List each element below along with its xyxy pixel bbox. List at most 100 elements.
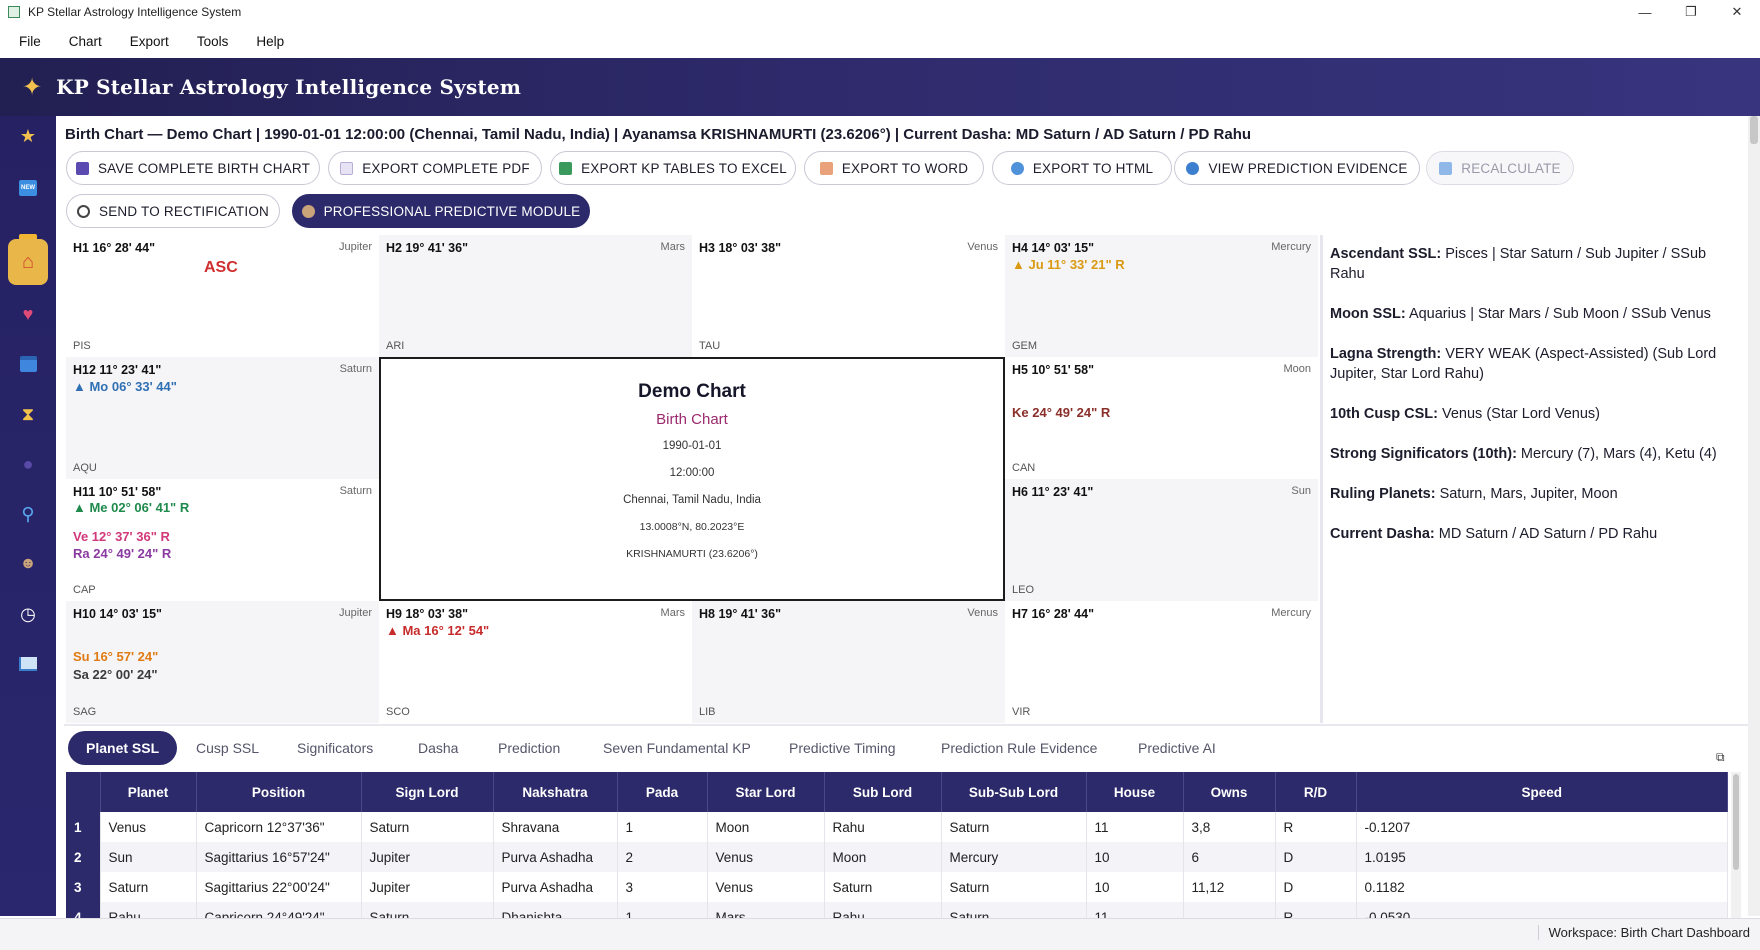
house-cell-h3[interactable]: H3 18° 03' 38" Venus TAU [692,235,1005,357]
house-label: H5 10° 51' 58" [1012,363,1095,377]
house-cell-h4[interactable]: H4 14° 03' 15" Mercury ▲ Ju 11° 33' 21" … [1005,235,1318,357]
main-scrollbar[interactable] [1748,116,1760,916]
person-icon[interactable]: ● [22,453,34,474]
house-lord: Moon [1283,363,1311,375]
save-birth-chart-button[interactable]: SAVE COMPLETE BIRTH CHART [66,151,320,185]
col-header-house[interactable]: House [1086,772,1184,812]
tab-predictive-timing[interactable]: Predictive Timing [789,740,896,756]
col-header-position[interactable]: Position [196,772,362,812]
pdf-icon [340,161,354,175]
home-icon[interactable]: ⌂ [8,239,48,285]
undock-icon[interactable]: ⧉ [1716,750,1725,764]
view-evidence-button[interactable]: VIEW PREDICTION EVIDENCE [1174,151,1420,185]
close-button[interactable]: ✕ [1731,4,1743,19]
table-scrollbar[interactable] [1731,772,1741,918]
menu-file[interactable]: File [19,33,41,49]
table-row[interactable]: 2 Sun Sagittarius 16°57'24" Jupiter Purv… [66,842,1728,872]
ascendant-marker: ASC [204,259,238,276]
house-cell-h10[interactable]: H10 14° 03' 15" Jupiter Su 16° 57' 24" S… [66,601,379,723]
sign-label: SCO [386,706,410,718]
house-label: H8 19° 41' 36" [699,607,782,621]
planet-rahu: Ra 24° 49' 24" R [73,546,172,561]
profile-icon[interactable]: ☻ [19,555,37,572]
sign-label: AQU [73,462,97,474]
planet-sun: Su 16° 57' 24" [73,649,159,664]
house-cell-h7[interactable]: H7 16° 28' 44" Mercury VIR [1005,601,1318,723]
table-row[interactable]: 4 Rahu Capricorn 24°49'24" Saturn Dhanis… [66,902,1728,918]
sign-label: VIR [1012,706,1031,718]
col-header-speed[interactable]: Speed [1356,772,1728,812]
tab-prediction[interactable]: Prediction [498,740,561,756]
menu-help[interactable]: Help [256,33,285,49]
heart-icon[interactable]: ♥ [22,303,34,324]
table-row[interactable]: 3 Saturn Sagittarius 22°00'24" Jupiter P… [66,872,1728,902]
menu-export[interactable]: Export [129,33,169,49]
col-header-star-lord[interactable]: Star Lord [707,772,825,812]
house-lord: Venus [967,241,998,253]
export-word-button[interactable]: EXPORT TO WORD [804,151,984,185]
table-row[interactable]: 1 Venus Capricorn 12°37'36" Saturn Shrav… [66,812,1728,842]
word-icon [819,161,833,175]
chart-name: Demo Chart [638,381,746,402]
col-header-sub-lord[interactable]: Sub Lord [824,772,942,812]
house-cell-h5[interactable]: H5 10° 51' 58" Moon Ke 24° 49' 24" R CAN [1005,357,1318,479]
col-header-rd[interactable]: R/D [1275,772,1357,812]
new-icon[interactable]: NEW [8,168,48,208]
tab-cusp-ssl[interactable]: Cusp SSL [196,740,260,756]
send-to-rectification-button[interactable]: SEND TO RECTIFICATION [66,194,280,228]
globe-icon [1010,161,1024,175]
sign-label: PIS [73,340,91,352]
sign-label: LIB [699,706,716,718]
tab-dasha[interactable]: Dasha [418,740,459,756]
export-pdf-button[interactable]: EXPORT COMPLETE PDF [328,151,542,185]
search-icon[interactable]: ⚲ [21,503,35,524]
house-cell-h11[interactable]: H11 10° 51' 58" Saturn ▲ Me 02° 06' 41" … [66,479,379,601]
house-lord: Mercury [1271,607,1311,619]
planet-moon: ▲ Mo 06° 33' 44" [73,379,177,394]
tab-predictive-ai[interactable]: Predictive AI [1138,740,1216,756]
tab-planet-ssl[interactable]: Planet SSL [68,731,178,765]
star-icon: ✦ [22,73,43,101]
recalculate-button[interactable]: RECALCULATE [1426,151,1574,185]
planet-venus: Ve 12° 37' 36" R [73,529,170,544]
calendar-icon[interactable] [8,344,48,384]
house-cell-h1[interactable]: H1 16° 28' 44" Jupiter ASC PIS [66,235,379,357]
banner-title: KP Stellar Astrology Intelligence System [56,75,522,99]
menu-chart[interactable]: Chart [68,33,102,49]
house-cell-h6[interactable]: H6 11° 23' 41" Sun LEO [1005,479,1318,601]
menu-tools[interactable]: Tools [196,33,229,49]
house-cell-h12[interactable]: H12 11° 23' 41" Saturn ▲ Mo 06° 33' 44" … [66,357,379,479]
star-icon[interactable]: ★ [19,125,37,146]
minimize-button[interactable]: — [1638,4,1652,20]
house-cell-h2[interactable]: H2 19° 41' 36" Mars ARI [379,235,692,357]
planet-ssl-table-viewport: Planet Position Sign Lord Nakshatra Pada… [66,772,1728,918]
export-excel-button[interactable]: EXPORT KP TABLES TO EXCEL [550,151,796,185]
sign-label: SAG [73,706,97,718]
panel-divider[interactable] [1320,235,1323,723]
status-bar: Workspace: Birth Chart Dashboard [0,918,1760,950]
col-header-planet[interactable]: Planet [100,772,197,812]
save-icon [75,161,89,175]
col-header-nakshatra[interactable]: Nakshatra [493,772,618,812]
birth-place: Chennai, Tamil Nadu, India [623,494,761,506]
col-header-owns[interactable]: Owns [1183,772,1276,812]
col-header-sign-lord[interactable]: Sign Lord [361,772,494,812]
section-divider [64,724,1748,726]
house-cell-h8[interactable]: H8 19° 41' 36" Venus LIB [692,601,1005,723]
tab-seven-fundamental-kp[interactable]: Seven Fundamental KP [603,740,751,756]
refresh-icon [1439,161,1453,175]
col-header-pada[interactable]: Pada [617,772,708,812]
trend-chart-icon[interactable] [8,644,48,684]
house-cell-h9[interactable]: H9 18° 03' 38" Mars ▲ Ma 16° 12' 54" SCO [379,601,692,723]
tab-prediction-rule-evidence[interactable]: Prediction Rule Evidence [941,740,1098,756]
moon-ssl-row: Moon SSL: Aquarius | Star Mars / Sub Moo… [1330,306,1711,322]
tab-significators[interactable]: Significators [297,740,374,756]
sign-label: CAP [73,584,96,596]
col-header-sub-sub-lord[interactable]: Sub-Sub Lord [941,772,1087,812]
export-html-button[interactable]: EXPORT TO HTML [992,151,1172,185]
strong-significators-row: Strong Significators (10th): Mercury (7)… [1330,446,1717,462]
clock-icon[interactable]: ◷ [20,603,36,624]
maximize-button[interactable]: ❐ [1685,4,1697,19]
professional-predictive-module-button[interactable]: PROFESSIONAL PREDICTIVE MODULE [292,194,590,228]
hourglass-icon[interactable]: ⧗ [21,403,35,424]
